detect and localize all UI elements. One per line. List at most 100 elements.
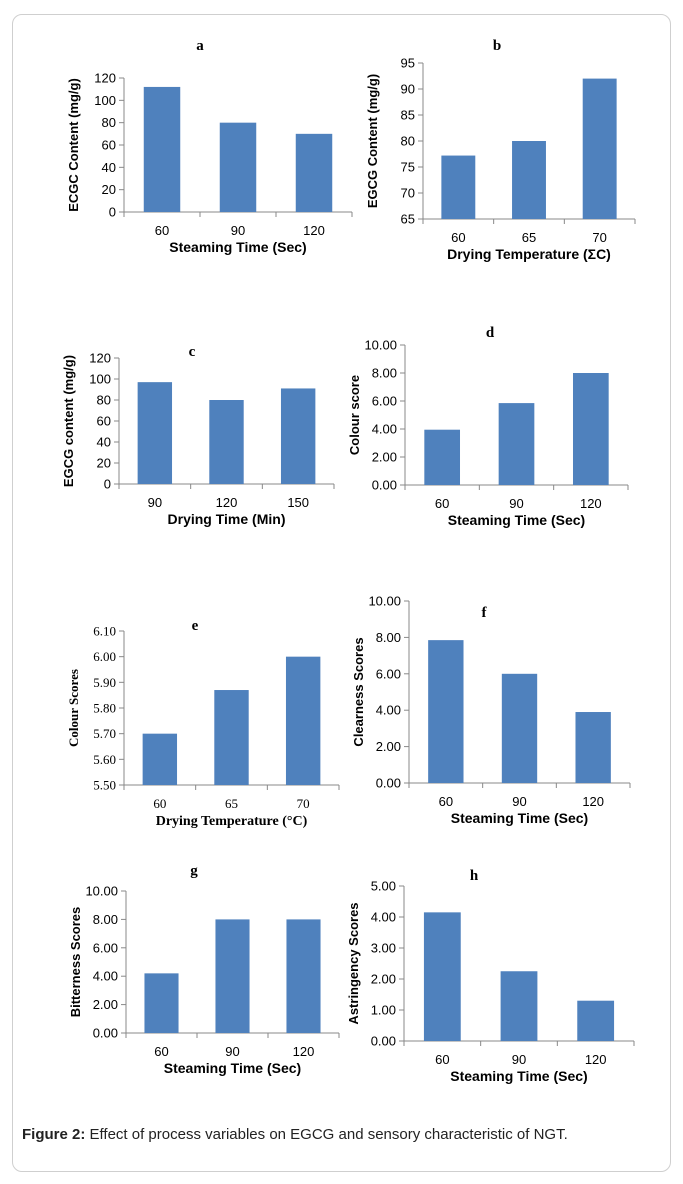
y-tick-label: 60	[97, 414, 111, 429]
y-tick-label: 6.00	[372, 394, 397, 409]
x-tick-label: 60	[153, 796, 166, 811]
y-tick-label: 5.90	[93, 675, 116, 690]
chart-title: h	[470, 868, 479, 884]
y-tick-label: 20	[97, 456, 111, 471]
bar-h-120	[577, 1000, 615, 1041]
chart-title: g	[190, 863, 198, 879]
bar-c-120	[209, 400, 244, 484]
y-tick-label: 80	[401, 134, 415, 149]
y-tick-label: 4.00	[372, 422, 397, 437]
y-tick-label: 0	[109, 205, 116, 220]
y-tick-label: 100	[89, 372, 111, 387]
bar-h-60	[423, 912, 461, 1041]
chart-title: d	[486, 325, 495, 341]
y-tick-label: 40	[97, 435, 111, 450]
x-tick-label: 60	[155, 223, 169, 238]
y-tick-label: 3.00	[371, 941, 396, 956]
y-tick-label: 6.00	[93, 940, 118, 955]
y-tick-label: 2.00	[376, 739, 401, 754]
y-tick-label: 85	[401, 108, 415, 123]
x-tick-label: 60	[154, 1044, 168, 1059]
bar-f-120	[575, 712, 611, 783]
x-tick-label: 90	[512, 1052, 526, 1067]
chart-f: f 0.00 2.00 4.00 6.00 8.00 10.00 60 90 120Steamin…	[351, 594, 631, 826]
y-tick-label: 4.00	[371, 910, 396, 925]
y-tick-label: 40	[102, 160, 116, 175]
y-tick-label: 60	[102, 138, 116, 153]
y-tick-label: 8.00	[93, 912, 118, 927]
x-tick-label: 65	[522, 230, 536, 245]
y-tick-label: 0.00	[372, 478, 397, 493]
y-tick-label: 80	[97, 393, 111, 408]
y-tick-label: 10.00	[85, 884, 118, 899]
x-tick-label: 70	[297, 796, 310, 811]
chart-title: c	[189, 344, 196, 360]
figure-frame	[12, 14, 671, 1172]
y-tick-label: 65	[401, 212, 415, 227]
y-tick-label: 5.00	[371, 879, 396, 894]
y-tick-label: 120	[89, 351, 111, 366]
x-axis-label: Drying Time (Min)	[168, 511, 286, 527]
y-tick-label: 0.00	[371, 1034, 396, 1049]
y-tick-label: 2.00	[93, 997, 118, 1012]
y-tick-label: 0	[104, 477, 111, 492]
x-tick-label: 120	[582, 794, 604, 809]
y-axis-label: Colour Scores	[66, 669, 81, 747]
chart-title: f	[482, 605, 488, 621]
bar-e-70	[285, 656, 321, 785]
bar-e-65	[214, 690, 249, 785]
y-tick-label: 5.60	[93, 752, 116, 767]
chart-title: e	[192, 618, 199, 634]
x-tick-label: 120	[216, 495, 238, 510]
figure-caption: Figure 2: Effect of process variables on…	[22, 1124, 662, 1145]
bar-d-120	[572, 373, 609, 485]
x-tick-label: 65	[225, 796, 238, 811]
y-tick-label: 6.00	[93, 649, 116, 664]
y-tick-label: 10.00	[368, 594, 401, 609]
chart-g: g 0.00 2.00 4.00 6.00 8.00 10.00 60 90 120Steamin…	[68, 863, 340, 1076]
bar-c-90	[137, 382, 173, 484]
y-tick-label: 90	[401, 82, 415, 97]
x-axis-label: Steaming Time (Sec)	[164, 1060, 301, 1076]
y-tick-label: 6.10	[93, 624, 116, 639]
bar-g-60	[144, 973, 179, 1033]
y-tick-label: 75	[401, 160, 415, 175]
y-tick-label: 1.00	[371, 1003, 396, 1018]
x-tick-label: 90	[225, 1044, 239, 1059]
chart-title: b	[493, 38, 501, 54]
y-axis-label: Colour score	[347, 375, 362, 455]
x-tick-label: 90	[148, 495, 162, 510]
chart-e: e 5.50 5.60 5.70 5.80 5.90 6.00 6.10 60 65 70 Dryin…	[66, 618, 340, 829]
y-tick-label: 4.00	[376, 703, 401, 718]
x-axis-label: Steaming Time (Sec)	[451, 810, 588, 826]
bar-a-120	[295, 133, 333, 212]
bar-b-70	[582, 78, 617, 219]
x-tick-label: 60	[451, 230, 465, 245]
chart-d: d 0.00 2.00 4.00 6.00 8.00 10.00 60 90 120Steamin…	[347, 325, 629, 528]
y-axis-label: Bitterness Scores	[68, 907, 83, 1018]
bar-c-150	[280, 388, 316, 484]
x-tick-label: 90	[512, 794, 526, 809]
y-tick-label: 6.00	[376, 666, 401, 681]
bar-a-90	[219, 122, 257, 212]
chart-h: h 0.00 1.00 2.00 3.00 4.00 5.00 60 90 120Steaming…	[346, 868, 635, 1084]
y-tick-label: 5.80	[93, 701, 116, 716]
bar-d-90	[498, 403, 535, 485]
caption-label: Figure 2:	[22, 1126, 86, 1143]
y-tick-label: 8.00	[376, 630, 401, 645]
x-axis-label: Steaming Time (Sec)	[448, 512, 585, 528]
bar-f-90	[501, 673, 538, 783]
x-tick-label: 60	[439, 794, 453, 809]
y-axis-label: Clearness Scores	[351, 637, 366, 746]
y-tick-label: 2.00	[371, 972, 396, 987]
bar-e-60	[142, 733, 178, 785]
x-tick-label: 90	[231, 223, 245, 238]
x-axis-label: Drying Temperature (°C)	[156, 814, 308, 829]
y-tick-label: 0.00	[376, 776, 401, 791]
y-tick-label: 5.50	[93, 778, 116, 793]
y-tick-label: 8.00	[372, 366, 397, 381]
x-axis-label: Steaming Time (Sec)	[169, 239, 306, 255]
y-tick-label: 20	[102, 182, 116, 197]
